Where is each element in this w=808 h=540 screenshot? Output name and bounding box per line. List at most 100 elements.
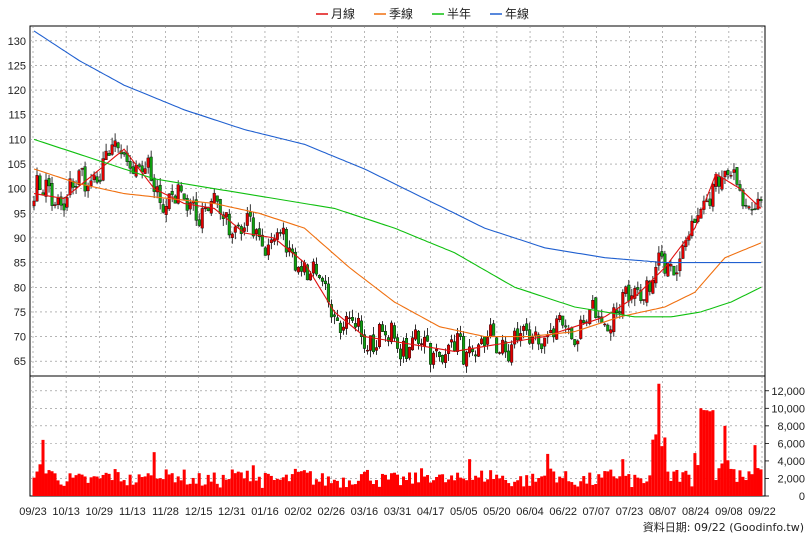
volume-bar — [287, 481, 291, 496]
candle-up — [678, 258, 682, 272]
volume-bar — [182, 469, 186, 496]
volume-bar — [717, 468, 721, 496]
price-tick-label: 125 — [8, 60, 26, 72]
candle-down — [717, 176, 721, 187]
volume-bar — [188, 483, 192, 496]
candle-up — [651, 279, 655, 294]
candle-down — [59, 196, 63, 206]
volume-bar — [408, 472, 412, 496]
volume-bar — [248, 481, 252, 496]
volume-tick-label: 10,000 — [771, 403, 805, 415]
volume-bar — [636, 477, 640, 496]
candle-down — [540, 343, 544, 350]
candle-up — [110, 144, 114, 155]
date-tick-label: 08/24 — [682, 506, 710, 518]
candle-up — [281, 227, 285, 235]
candle-down — [417, 330, 421, 344]
volume-bar — [305, 472, 309, 496]
volume-bar — [618, 476, 622, 496]
volume-bar — [362, 471, 366, 496]
candle-down — [227, 213, 231, 236]
volume-bar — [720, 463, 724, 496]
volume-bar — [365, 469, 369, 496]
volume-bar — [257, 476, 261, 496]
candle-up — [477, 344, 481, 357]
candle-down — [218, 199, 222, 214]
candle-up — [200, 208, 204, 229]
candle-down — [95, 176, 99, 183]
volume-bar — [552, 471, 556, 496]
volume-bar — [125, 485, 129, 496]
candle-up — [420, 343, 424, 345]
candle-down — [507, 350, 511, 362]
price-tick-label: 80 — [14, 282, 26, 294]
volume-bar — [435, 476, 439, 496]
volume-bar — [759, 469, 763, 496]
candle-down — [570, 327, 574, 340]
volume-bar — [732, 469, 736, 496]
volume-bar — [747, 471, 751, 496]
date-tick-label: 10/29 — [86, 506, 114, 518]
volume-bar — [525, 475, 529, 496]
candle-up — [498, 352, 502, 354]
date-axis-ticks: 09/23 10/13 10/29 11/13 11/28 12/15 12/31 01/16… — [19, 506, 776, 518]
candle-up — [224, 212, 228, 218]
candle-down — [140, 165, 144, 173]
volume-bar — [546, 453, 550, 496]
candle-down — [371, 334, 375, 353]
volume-bar — [149, 475, 153, 496]
candle-up — [531, 336, 535, 344]
volume-bar — [152, 452, 156, 496]
volume-bar — [750, 474, 754, 496]
volume-bar — [741, 476, 745, 496]
volume-bar — [405, 480, 409, 496]
volume-bar — [537, 478, 541, 496]
candle-down — [735, 167, 739, 185]
candle-up — [356, 317, 360, 327]
volume-bar — [708, 411, 712, 496]
candle-up — [86, 185, 90, 192]
candle-down — [38, 175, 42, 191]
candle-down — [98, 179, 102, 182]
volume-bar — [672, 471, 676, 496]
volume-bar — [95, 476, 99, 496]
volume-bar — [567, 481, 571, 496]
candle-up — [402, 340, 406, 357]
candle-down — [504, 341, 508, 353]
candle-up — [65, 197, 69, 208]
volume-bar — [597, 474, 601, 496]
candle-down — [744, 205, 748, 207]
volume-bar — [302, 470, 306, 496]
volume-bar — [570, 482, 574, 496]
candle-down — [305, 264, 309, 281]
price-tick-label: 95 — [14, 208, 26, 220]
candle-up — [414, 329, 418, 340]
volume-bar — [615, 478, 619, 496]
volume-bar — [414, 472, 418, 496]
volume-bar — [209, 481, 213, 496]
volume-bar — [269, 475, 273, 496]
volume-bar — [308, 471, 312, 496]
volume-bar — [47, 470, 51, 496]
candle-down — [474, 354, 478, 357]
volume-bar — [128, 474, 132, 496]
volume-bar — [50, 471, 54, 496]
date-tick-label: 07/23 — [616, 506, 644, 518]
candle-up — [164, 206, 168, 215]
candle-up — [377, 324, 381, 348]
volume-bar — [564, 471, 568, 496]
candle-down — [561, 315, 565, 326]
volume-bar — [158, 478, 162, 496]
volume-bar — [726, 460, 730, 496]
candle-up — [624, 286, 628, 294]
price-axis-ticks: 65 70 75 80 85 90 95 100 105 110 115 120 125 130 — [8, 36, 26, 368]
volume-bar — [260, 487, 264, 496]
candle-up — [269, 239, 273, 243]
volume-bar — [335, 480, 339, 496]
volume-bar — [486, 479, 490, 496]
candle-down — [750, 209, 754, 211]
candle-up — [729, 175, 733, 177]
candle-down — [386, 337, 390, 342]
candle-down — [128, 160, 132, 169]
candle-down — [284, 228, 288, 253]
